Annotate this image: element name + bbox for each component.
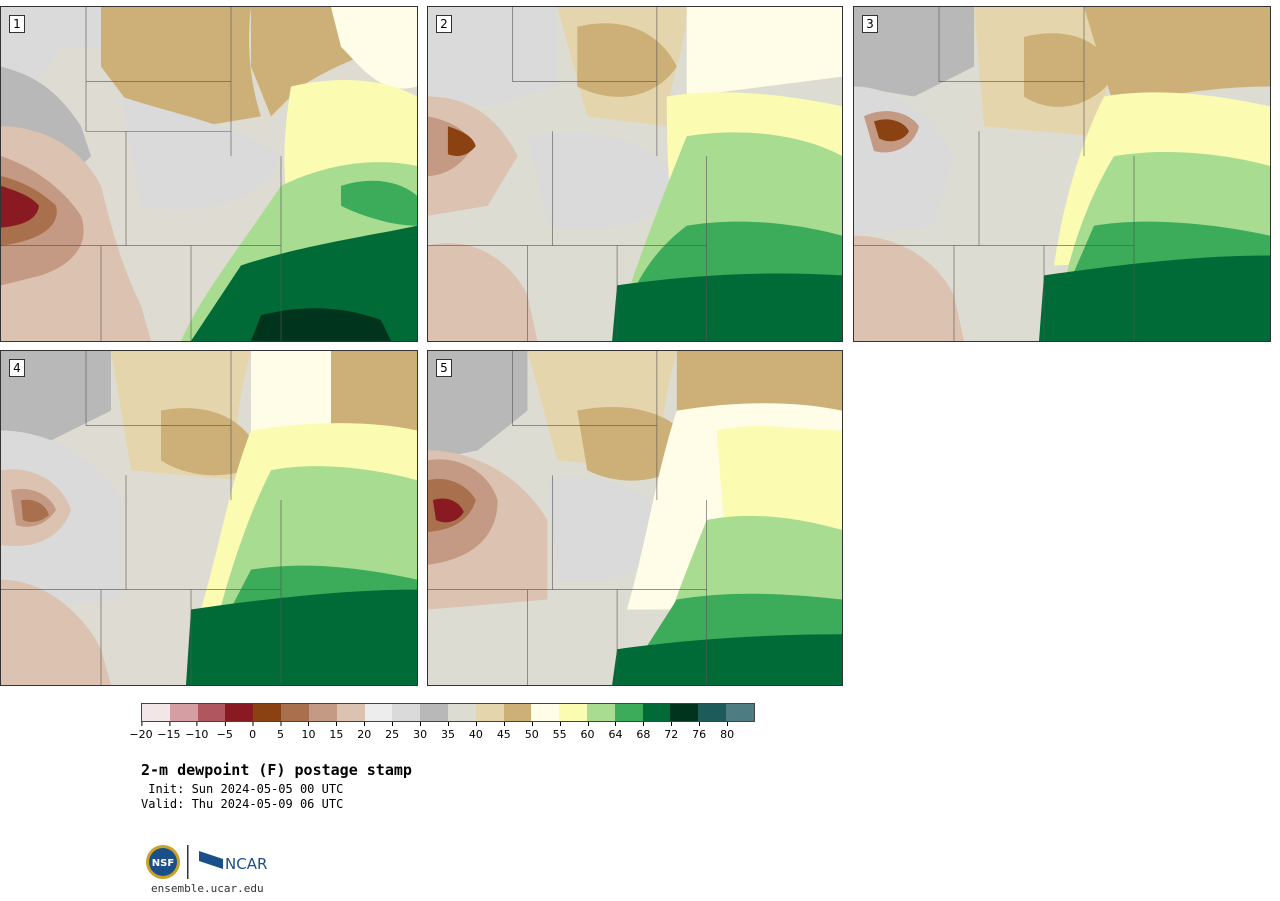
colorbar-swatch: [225, 704, 254, 721]
footer-url[interactable]: ensemble.ucar.edu: [151, 882, 264, 895]
colorbar-tick-label: −5: [216, 722, 233, 741]
nsf-logo-text: NSF: [152, 858, 174, 869]
map-panel-3: 3: [853, 6, 1271, 342]
map-panel-4: 4: [0, 350, 418, 686]
panel-number-4: 4: [9, 359, 25, 377]
colorbar-swatch: [726, 704, 754, 721]
colorbar-swatch: [253, 704, 282, 721]
colorbar-tick-label: 55: [552, 722, 567, 741]
colorbar-swatch: [447, 704, 476, 721]
logos: NSF NCAR: [145, 843, 275, 881]
colorbar-swatch: [392, 704, 421, 721]
colorbar-swatch: [142, 704, 170, 721]
dewpoint-map-3: [854, 7, 1270, 341]
valid-time: Valid: Thu 2024-05-09 06 UTC: [141, 797, 344, 811]
colorbar-swatch: [169, 704, 198, 721]
colorbar-tick-label: 80: [720, 722, 735, 741]
colorbar-ticks: −20 −15 −10 −5 0 5 10 15 20 25 30 35 40 45 50 55 60 64 68 7…: [129, 722, 755, 742]
map-panel-2: 2: [427, 6, 843, 342]
colorbar-tick-label: 50: [524, 722, 539, 741]
colorbar-tick-label: 72: [664, 722, 679, 741]
colorbar-swatch: [503, 704, 532, 721]
dewpoint-map-2: [428, 7, 842, 341]
colorbar-swatch: [281, 704, 309, 721]
colorbar-tick-label: 0: [249, 722, 257, 741]
colorbar-swatch: [364, 704, 393, 721]
colorbar-tick-label: 5: [277, 722, 285, 741]
colorbar-swatch: [531, 704, 560, 721]
panel-number-2: 2: [436, 15, 452, 33]
colorbar-swatch: [475, 704, 504, 721]
panel-number-1: 1: [9, 15, 25, 33]
map-panel-1: 1: [0, 6, 418, 342]
colorbar-swatch: [197, 704, 226, 721]
colorbar: [141, 703, 755, 722]
colorbar-tick-label: −10: [185, 722, 209, 741]
colorbar-tick-label: 40: [468, 722, 483, 741]
ncar-logo-text: NCAR: [225, 855, 267, 873]
nsf-ncar-logo: NSF NCAR: [146, 845, 267, 879]
panel-number-3: 3: [862, 15, 878, 33]
colorbar-swatch: [420, 704, 448, 721]
colorbar-tick-label: 68: [636, 722, 651, 741]
colorbar-swatch: [559, 704, 587, 721]
colorbar-swatch: [614, 704, 643, 721]
colorbar-tick-label: 45: [496, 722, 511, 741]
colorbar-tick-label: −20: [129, 722, 153, 741]
colorbar-tick-label: 35: [441, 722, 455, 741]
colorbar-tick-label: 30: [413, 722, 428, 741]
title-block: 2-m dewpoint (F) postage stamp Init: Sun…: [141, 761, 412, 812]
dewpoint-map-4: [1, 351, 417, 685]
map-panel-5: 5: [427, 350, 843, 686]
panel-number-5: 5: [436, 359, 452, 377]
colorbar-tick-label: 10: [301, 722, 316, 741]
colorbar-tick-label: 20: [357, 722, 372, 741]
colorbar-swatch: [336, 704, 365, 721]
colorbar-swatch: [308, 704, 337, 721]
colorbar-swatch: [642, 704, 671, 721]
colorbar-tick-label: 25: [385, 722, 400, 741]
dewpoint-map-5: [428, 351, 842, 685]
init-time: Init: Sun 2024-05-05 00 UTC: [141, 782, 344, 796]
dewpoint-map-1: [1, 7, 417, 341]
colorbar-tick-label: 15: [329, 722, 344, 741]
colorbar-tick-label: 76: [692, 722, 707, 741]
colorbar-swatch: [670, 704, 699, 721]
chart-title: 2-m dewpoint (F) postage stamp: [141, 761, 412, 779]
colorbar-swatch: [587, 704, 615, 721]
colorbar-swatch: [698, 704, 727, 721]
colorbar-tick-label: 60: [580, 722, 595, 741]
colorbar-tick-label: 64: [608, 722, 623, 741]
colorbar-tick-label: −15: [157, 722, 181, 741]
